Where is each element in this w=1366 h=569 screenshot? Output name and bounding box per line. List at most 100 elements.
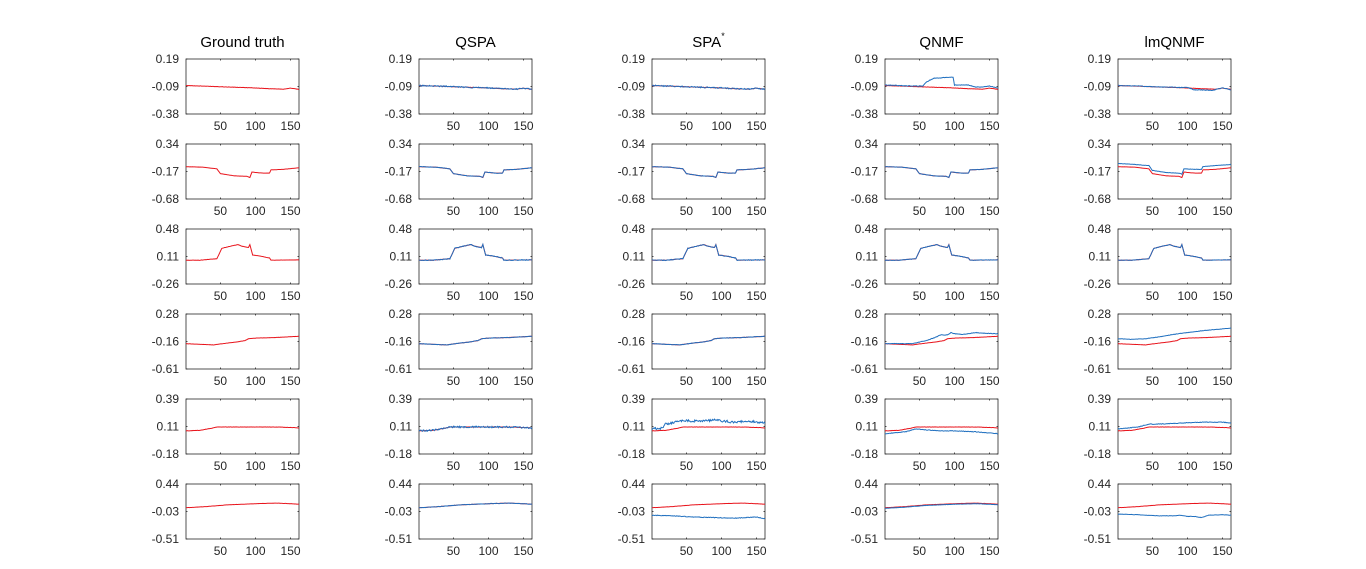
estimate-line	[884, 243, 999, 261]
y-tick-label: 0.48	[1088, 222, 1112, 236]
y-tick-label: 0.39	[855, 392, 879, 406]
estimate-line	[418, 242, 533, 262]
y-tick-label: 0.28	[389, 307, 413, 321]
y-tick-label: 0.11	[390, 420, 413, 434]
estimate-line	[1117, 84, 1232, 92]
y-tick-label: 0.19	[855, 52, 879, 66]
column-titles: Ground truth QSPA SPA* QNMF lmQNMF	[200, 31, 1204, 51]
y-tick-label: 0.11	[1089, 250, 1112, 264]
x-tick-label: 150	[514, 289, 534, 303]
panel-2-2: 0.48 0.11 -0.26 50 100 150	[618, 222, 767, 303]
panel-0-4: 0.39 0.11 -0.18 50 100 150	[152, 392, 301, 473]
x-tick-label: 50	[1146, 204, 1160, 218]
x-tick-label: 150	[747, 374, 767, 388]
y-tick-label: -0.26	[152, 277, 180, 291]
column-title-2: SPA*	[692, 31, 725, 51]
panel-4-2: 0.48 0.11 -0.26 50 100 150	[1084, 222, 1233, 303]
y-tick-label: -0.18	[152, 447, 180, 461]
estimate-line	[418, 84, 533, 91]
x-tick-label: 150	[281, 374, 301, 388]
y-tick-label: 0.19	[1088, 52, 1112, 66]
y-tick-label: -0.17	[385, 165, 413, 179]
panel-2-4: 0.39 0.11 -0.18 50 100 150	[618, 392, 767, 473]
estimate-line	[1117, 421, 1232, 430]
x-tick-label: 150	[747, 459, 767, 473]
y-tick-label: 0.44	[156, 477, 180, 491]
y-tick-label: 0.44	[1088, 477, 1112, 491]
x-tick-label: 100	[944, 544, 964, 558]
x-tick-label: 150	[980, 374, 1000, 388]
panel-0-3: 0.28 -0.16 -0.61 50 100 150	[152, 307, 301, 388]
x-tick-label: 150	[1213, 204, 1233, 218]
x-tick-label: 50	[680, 119, 694, 133]
x-tick-label: 100	[1177, 459, 1197, 473]
panel-1-3: 0.28 -0.16 -0.61 50 100 150	[385, 307, 534, 388]
x-tick-label: 150	[980, 204, 1000, 218]
y-tick-label: -0.68	[618, 192, 646, 206]
x-tick-label: 50	[1146, 544, 1160, 558]
y-tick-label: 0.44	[622, 477, 646, 491]
y-tick-label: -0.09	[152, 80, 180, 94]
x-tick-label: 50	[680, 289, 694, 303]
panel-4-5: 0.44 -0.03 -0.51 50 100 150	[1084, 477, 1233, 558]
x-tick-label: 150	[1213, 544, 1233, 558]
y-tick-label: 0.44	[855, 477, 879, 491]
x-tick-label: 100	[711, 544, 731, 558]
estimate-line	[884, 331, 999, 345]
y-tick-label: -0.51	[152, 532, 180, 546]
axes-box	[418, 228, 533, 285]
y-tick-label: 0.11	[856, 250, 879, 264]
axes-box	[651, 143, 766, 200]
x-tick-label: 100	[245, 459, 265, 473]
y-tick-label: 0.48	[156, 222, 180, 236]
panel-3-4: 0.39 0.11 -0.18 50 100 150	[851, 392, 1000, 473]
column-title-1: QSPA	[455, 34, 496, 51]
x-tick-label: 150	[1213, 374, 1233, 388]
panel-2-5: 0.44 -0.03 -0.51 50 100 150	[618, 477, 767, 558]
x-tick-label: 50	[214, 289, 228, 303]
x-tick-label: 150	[980, 289, 1000, 303]
y-tick-label: -0.51	[851, 532, 879, 546]
y-tick-label: -0.51	[1084, 532, 1112, 546]
y-tick-label: -0.17	[618, 165, 646, 179]
estimate-line	[651, 243, 765, 262]
y-tick-label: 0.28	[1088, 307, 1112, 321]
y-tick-label: -0.16	[385, 335, 413, 349]
y-tick-label: -0.03	[851, 505, 879, 519]
estimate-line	[1117, 513, 1232, 519]
panel-4-1: 0.34 -0.17 -0.68 50 100 150	[1084, 137, 1233, 218]
x-tick-label: 150	[1213, 289, 1233, 303]
x-tick-label: 50	[447, 119, 461, 133]
y-tick-label: -0.03	[385, 505, 413, 519]
x-tick-label: 150	[514, 459, 534, 473]
x-tick-label: 50	[447, 544, 461, 558]
y-tick-label: 0.19	[622, 52, 646, 66]
x-tick-label: 50	[1146, 289, 1160, 303]
y-tick-label: -0.26	[618, 277, 646, 291]
y-tick-label: 0.48	[855, 222, 879, 236]
y-tick-label: -0.26	[385, 277, 413, 291]
estimate-line	[418, 166, 533, 178]
reference-line	[185, 502, 300, 509]
x-tick-label: 50	[447, 374, 461, 388]
x-tick-label: 50	[680, 459, 694, 473]
panel-grid: 0.19 -0.09 -0.38 50 100 150 0.34 -0.17 -0.68 50 10…	[152, 52, 1233, 558]
y-tick-label: 0.34	[622, 137, 646, 151]
estimate-line	[418, 335, 533, 346]
estimate-line	[651, 514, 766, 520]
x-tick-label: 100	[944, 374, 964, 388]
x-tick-label: 100	[944, 119, 964, 133]
reference-line	[185, 166, 300, 179]
x-tick-label: 100	[711, 289, 731, 303]
panel-1-4: 0.39 0.11 -0.18 50 100 150	[385, 392, 534, 473]
x-tick-label: 100	[245, 374, 265, 388]
panel-2-1: 0.34 -0.17 -0.68 50 100 150	[618, 137, 767, 218]
x-tick-label: 50	[214, 544, 228, 558]
x-tick-label: 100	[711, 374, 731, 388]
column-title-text: SPA	[692, 34, 721, 51]
y-tick-label: 0.11	[1089, 420, 1112, 434]
y-tick-label: -0.26	[851, 277, 879, 291]
y-tick-label: 0.34	[156, 137, 180, 151]
axes-box	[884, 483, 999, 540]
y-tick-label: -0.09	[385, 80, 413, 94]
